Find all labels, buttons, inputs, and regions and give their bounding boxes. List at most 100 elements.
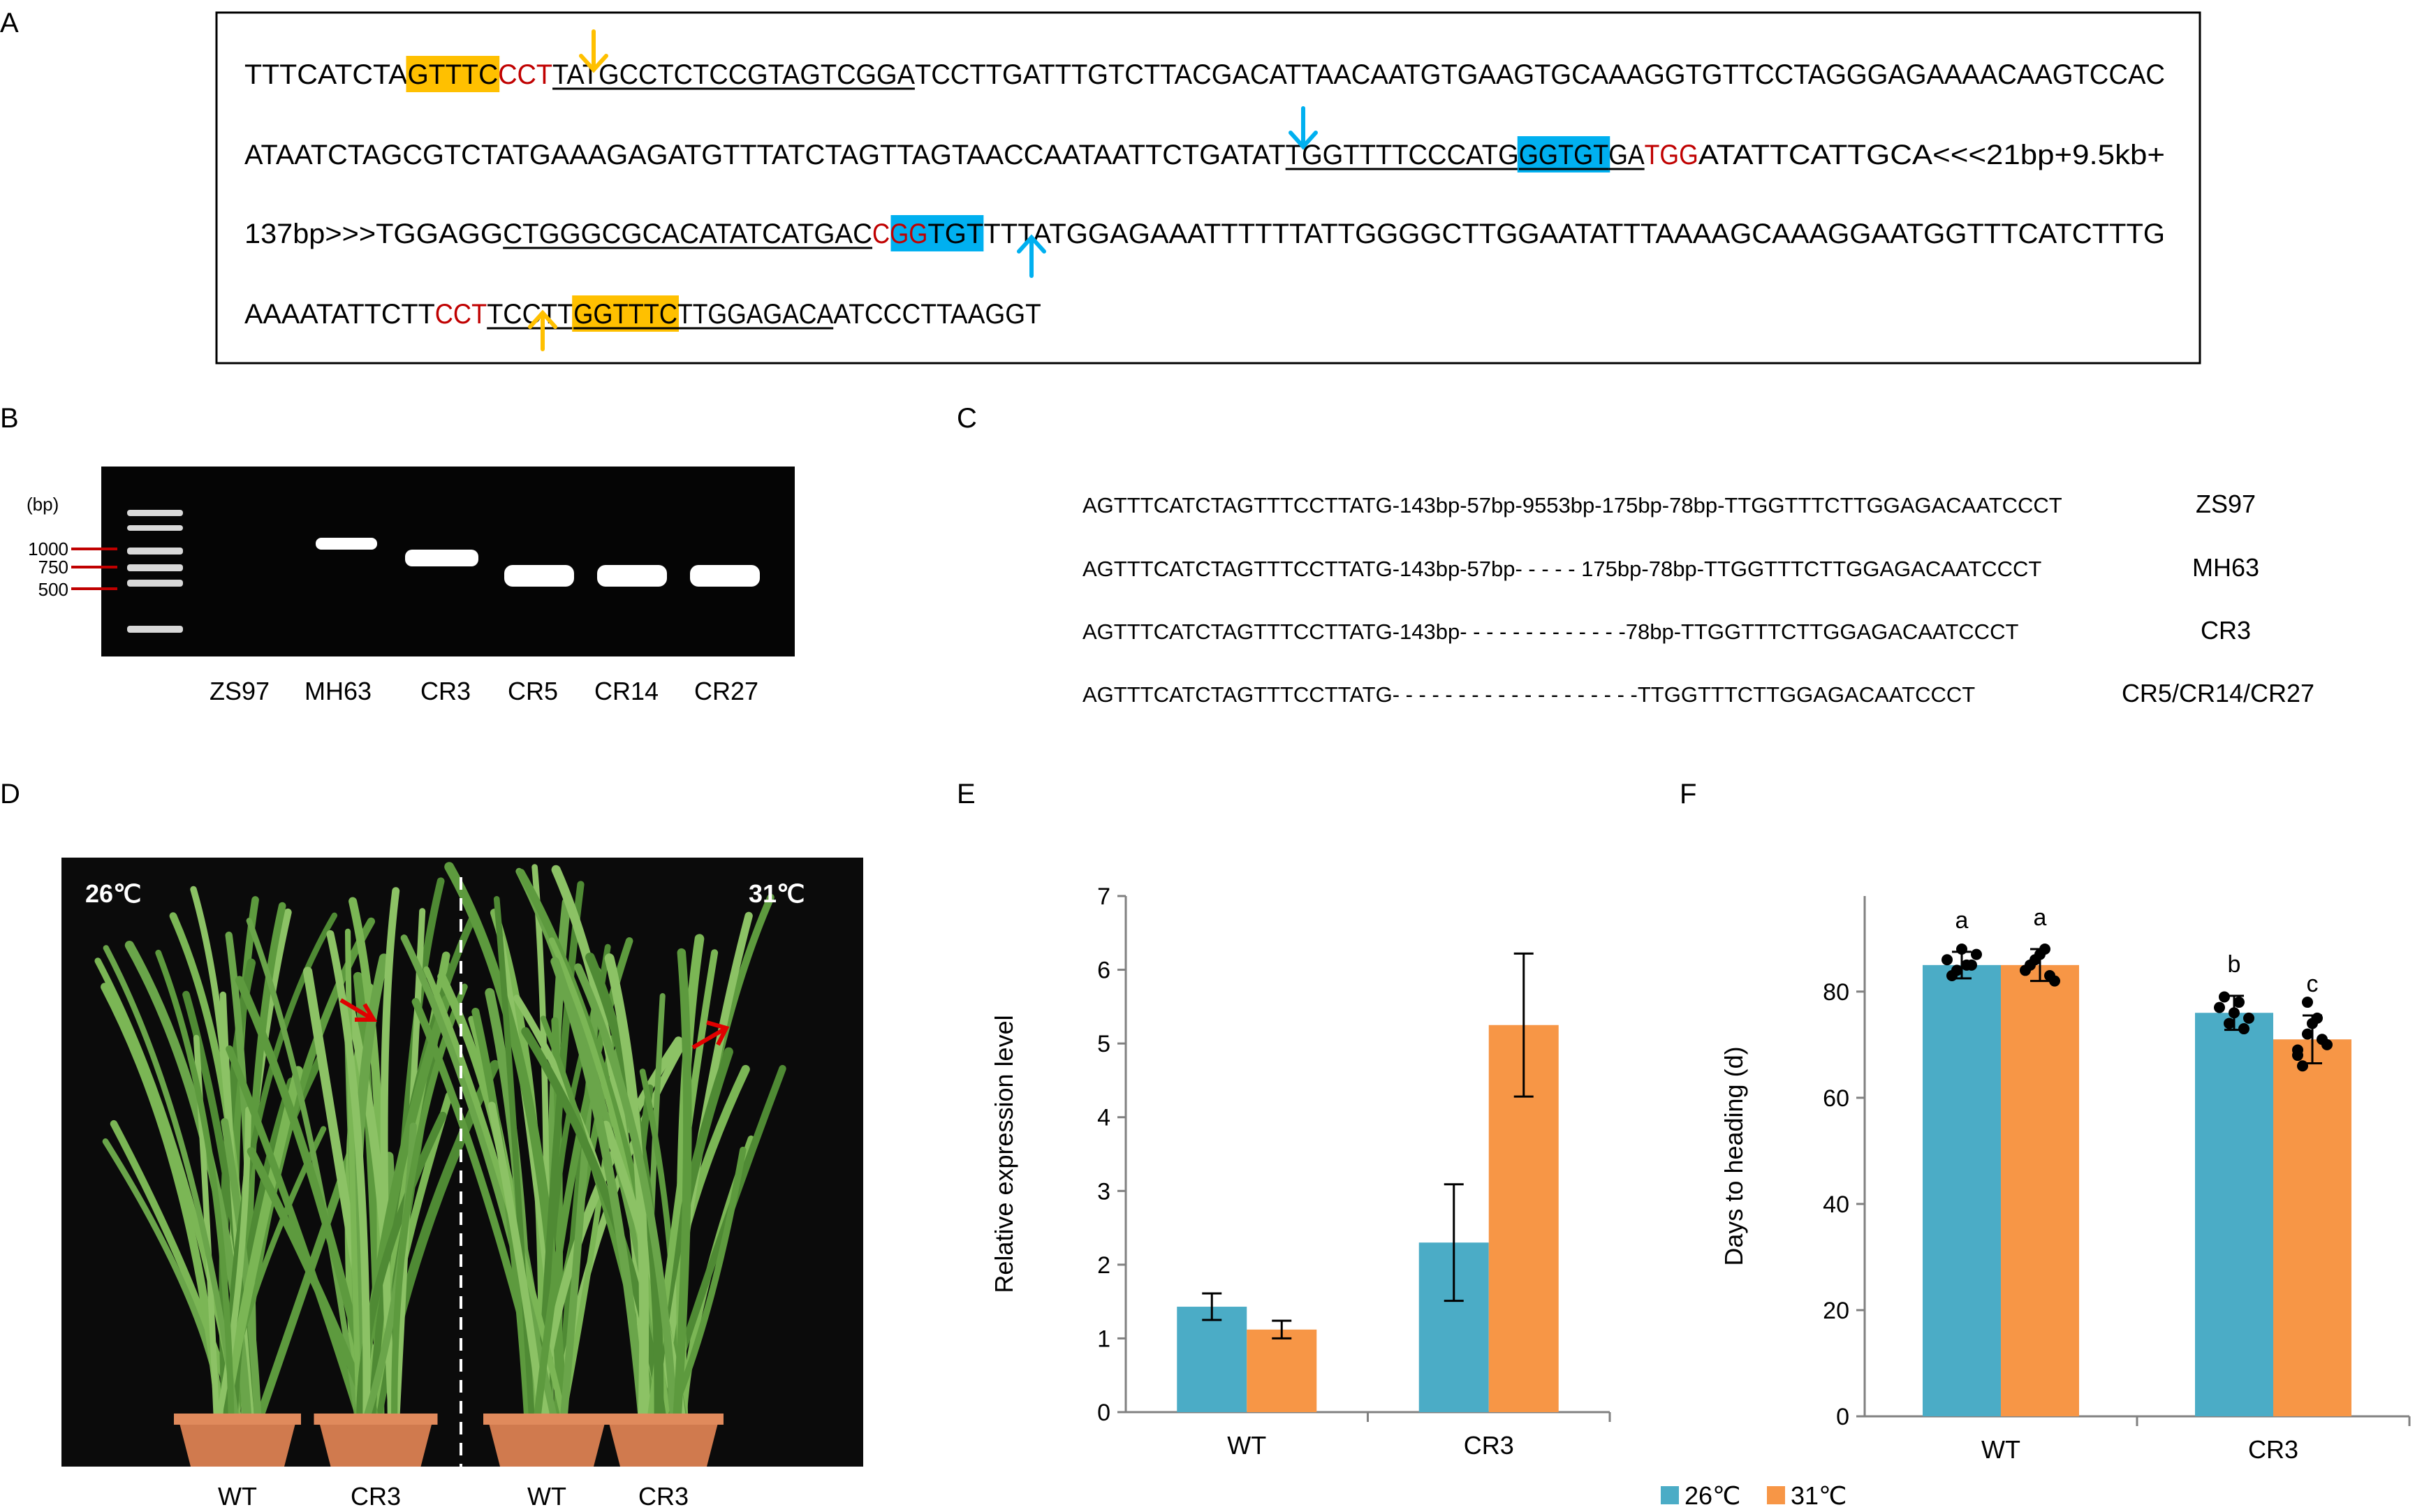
sequence-segment: ATAATCTAGCGTCTATGAAAGAGATGTTTATCTAGTTAGT… (244, 140, 1286, 170)
temp-label-31: 31℃ (749, 879, 805, 908)
y-tick-label: 1 (1097, 1326, 1110, 1352)
y-tick-label: 2 (1097, 1252, 1110, 1279)
photo-labels: WT CR3 WT CR3 (218, 1482, 689, 1511)
data-point (2044, 970, 2055, 982)
photo-label-cr3-1: CR3 (351, 1482, 401, 1511)
cut-site-arrow-blue-top (1289, 106, 1318, 150)
lane-label-mh63: MH63 (304, 677, 372, 705)
bar-wt-series2 (2001, 964, 2079, 1416)
lane-label-cr27: CR27 (694, 677, 758, 705)
band-cr27 (690, 565, 760, 587)
lane-label-cr14: CR14 (594, 677, 659, 705)
heading-arrow-right (691, 1020, 730, 1050)
y-tick-label: 6 (1097, 957, 1110, 984)
data-point (2214, 1001, 2225, 1013)
alignment-name-cr3: CR3 (2201, 616, 2251, 645)
ladder-markers: 1000 750 500 (28, 538, 68, 600)
panel-d-plant-photo: 26℃ 31℃ WT CR3 WT CR3 (61, 858, 863, 1511)
photo-label-cr3-2: CR3 (638, 1482, 689, 1511)
data-point (2233, 997, 2245, 1008)
panel-b-gel: (bp) 1000 750 500 ZS97 MH63 CR3 CR5 CR14… (27, 467, 795, 705)
leaf (356, 1111, 447, 1429)
sequence-segment: CCT (498, 59, 552, 90)
sequence-segment: GA (1608, 140, 1645, 170)
y-tick-label: 5 (1097, 1031, 1110, 1057)
sequence-segment: TGG (1645, 140, 1698, 170)
leaf (155, 949, 235, 1428)
lane-label-cr5: CR5 (508, 677, 558, 705)
sequence-segment: TATGCCTCTCCGTAGTCGGA (552, 59, 915, 90)
highlight-blue (1517, 136, 1610, 173)
sequence-segment: TTGGAGACA (677, 299, 833, 330)
legend-swatch-31 (1767, 1486, 1785, 1504)
lane-label-zs97: ZS97 (210, 677, 270, 705)
data-point (2243, 1012, 2254, 1024)
sequence-segment: TGTTTTATGGAGAAATTTTTTATTGGGGCTTGGAATATTT… (927, 219, 2165, 249)
sequence-segment: GTTTC (407, 59, 498, 90)
pot-rim (603, 1414, 724, 1425)
leaf (326, 930, 371, 1429)
ladder-500: 500 (38, 579, 68, 600)
sequence-frame (215, 11, 2201, 365)
leaf (344, 928, 362, 1428)
y-tick-label: 20 (1823, 1298, 1849, 1324)
photo-label-wt-1: WT (218, 1482, 257, 1511)
significance-letter: b (2228, 951, 2241, 978)
data-point (2219, 991, 2230, 1003)
y-tick-label: 80 (1823, 979, 1849, 1006)
band-cr5 (504, 565, 574, 587)
panel-c-alignment: AGTTTCATCTAGTTTCCTTATG-143bp-57bp-9553bp… (1082, 490, 2314, 707)
sequence-segment: GGTGT (1519, 140, 1609, 170)
pot-rim (314, 1414, 438, 1425)
photo-label-wt-2: WT (527, 1482, 566, 1511)
sample-bands (316, 538, 760, 587)
cut-site-arrow-orange-bottom (528, 309, 557, 351)
data-point (2302, 997, 2313, 1008)
band-cr3 (405, 550, 478, 566)
data-point (1941, 954, 1953, 966)
legend-label-26: 26℃ (1684, 1481, 1740, 1510)
panel-label-b: B (0, 403, 19, 434)
sequence-segment: CCT (435, 299, 487, 330)
alignment-name-mh63: MH63 (2192, 553, 2259, 582)
highlight-orange (406, 56, 500, 92)
sequence-segment: ATCCCTTAAGGT (833, 299, 1041, 330)
sequence-segment: GGTTTC (573, 299, 677, 330)
temp-label-26: 26℃ (85, 879, 141, 908)
legend-label-31: 31℃ (1791, 1481, 1847, 1510)
alignment-seq-cr5: AGTTTCATCTAGTTTCCTTATG- - - - - - - - - … (1082, 682, 1975, 707)
panel-a-sequence: TTTCATCTA GTTTC CCT TATGCCTCTCCGTAGTCGGA TCC… (215, 11, 2201, 365)
flower-pot (608, 1418, 719, 1467)
leaf (535, 881, 585, 1429)
sequence-lines: TTTCATCTA GTTTC CCT TATGCCTCTCCGTAGTCGGA TCC… (244, 56, 2165, 332)
data-point (2224, 1018, 2235, 1029)
lane-labels: ZS97 MH63 CR3 CR5 CR14 CR27 (210, 677, 758, 705)
bp-label: (bp) (27, 494, 59, 515)
sequence-segment: TTTCATCTA (244, 59, 408, 90)
data-point (2238, 1023, 2249, 1035)
y-tick-label: 4 (1097, 1105, 1110, 1131)
rice-plants (94, 862, 786, 1467)
flower-pot (178, 1418, 297, 1467)
y-tick-label: 0 (1836, 1404, 1849, 1430)
alignment-seq-mh63: AGTTTCATCTAGTTTCCTTATG-143bp-57bp- - - -… (1082, 557, 2041, 581)
data-point (1966, 959, 1977, 971)
alignment-name-zs97: ZS97 (2196, 490, 2256, 518)
panel-e-chart: 0 1 2 3 4 5 6 7 Relative expression level WT CR3 (990, 883, 1611, 1460)
y-tick-label: 60 (1823, 1085, 1849, 1112)
flower-pot (318, 1418, 434, 1467)
sequence-segment: TGGTTTTCCCATG (1286, 140, 1519, 170)
alignment-seq-zs97: AGTTTCATCTAGTTTCCTTATG-143bp-57bp-9553bp… (1082, 493, 2062, 518)
sequence-segment: TCCTTGATTTGTCTTACGACATTAACAATGTGAAGTGCAA… (915, 59, 2165, 90)
pot-rim (174, 1414, 301, 1425)
leaf (559, 967, 601, 1429)
highlight-orange (572, 295, 679, 332)
band-mh63 (316, 538, 377, 550)
leaf (400, 934, 559, 1428)
significance-letter: a (2034, 904, 2047, 931)
leaf (226, 1045, 366, 1429)
y-axis-label: Days to heading (d) (1719, 1046, 1748, 1265)
sequence-segment: CGG (872, 219, 927, 249)
panel-label-a: A (0, 8, 19, 38)
